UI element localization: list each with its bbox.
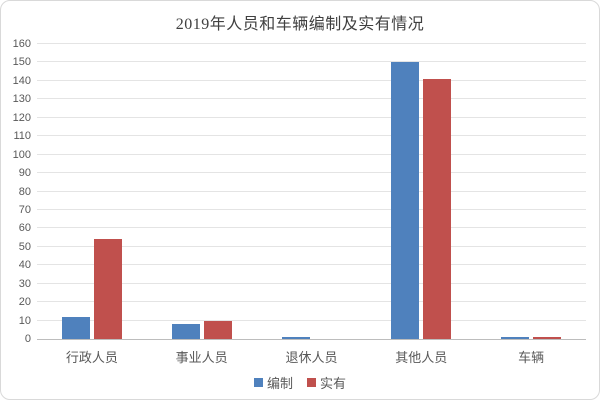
x-axis-line xyxy=(37,339,586,340)
bar-编制-车辆 xyxy=(501,337,530,339)
y-tick-label: 0 xyxy=(24,333,31,345)
y-tick-label: 130 xyxy=(12,93,31,106)
gridline xyxy=(37,153,586,155)
legend-item-编制: 编制 xyxy=(253,373,293,392)
legend-item-实有: 实有 xyxy=(307,373,346,392)
gridline xyxy=(37,245,586,247)
bar-编制-退休人员 xyxy=(281,337,310,339)
y-tick-label: 10 xyxy=(18,314,31,327)
bar-编制-行政人员 xyxy=(61,316,90,339)
gridline xyxy=(37,301,586,303)
legend-label: 实有 xyxy=(320,376,347,391)
gridline xyxy=(37,135,586,137)
y-tick-label: 120 xyxy=(12,111,31,124)
gridline xyxy=(37,190,586,192)
y-tick-label: 50 xyxy=(18,240,31,253)
y-tick-label: 100 xyxy=(12,148,31,161)
y-tick-label: 40 xyxy=(18,259,31,272)
y-tick-label: 110 xyxy=(13,130,31,143)
y-tick-label: 160 xyxy=(12,38,31,50)
legend-label: 编制 xyxy=(266,376,293,391)
y-tick-label: 140 xyxy=(12,74,31,87)
legend: 编制 实有 xyxy=(1,373,599,392)
gridline xyxy=(37,116,586,118)
bar-实有-其他人员 xyxy=(423,79,452,339)
y-tick-label: 90 xyxy=(18,167,31,180)
x-category-label: 行政人员 xyxy=(65,350,118,365)
gridline xyxy=(37,172,586,174)
x-category-label: 车辆 xyxy=(518,350,545,365)
y-tick-label: 60 xyxy=(18,222,31,235)
bar-实有-车辆 xyxy=(533,337,562,339)
y-tick-label: 20 xyxy=(18,296,31,309)
gridline xyxy=(37,98,586,100)
x-category-label: 其他人员 xyxy=(395,350,448,365)
bar-编制-事业人员 xyxy=(171,324,200,339)
y-tick-label: 30 xyxy=(18,277,31,290)
gridline xyxy=(37,43,586,44)
gridline xyxy=(37,208,586,210)
y-tick-label: 150 xyxy=(12,56,31,69)
x-category-label: 事业人员 xyxy=(175,350,228,365)
plot-area xyxy=(37,43,586,340)
y-tick-label: 80 xyxy=(18,185,31,198)
bar-编制-其他人员 xyxy=(391,62,420,339)
bar-实有-事业人员 xyxy=(203,320,232,339)
legend-swatch-icon xyxy=(307,378,316,387)
bar-实有-行政人员 xyxy=(93,239,122,339)
gridline xyxy=(37,61,586,63)
x-category-label: 退休人员 xyxy=(285,350,338,365)
gridline xyxy=(37,227,586,229)
gridline xyxy=(37,282,586,284)
y-tick-label: 70 xyxy=(18,203,31,216)
gridline xyxy=(37,79,586,81)
legend-swatch-icon xyxy=(253,378,263,387)
chart-title: 2019年人员和车辆编制及实有情况 xyxy=(175,16,425,33)
gridline xyxy=(37,319,586,321)
gridline xyxy=(37,264,586,266)
